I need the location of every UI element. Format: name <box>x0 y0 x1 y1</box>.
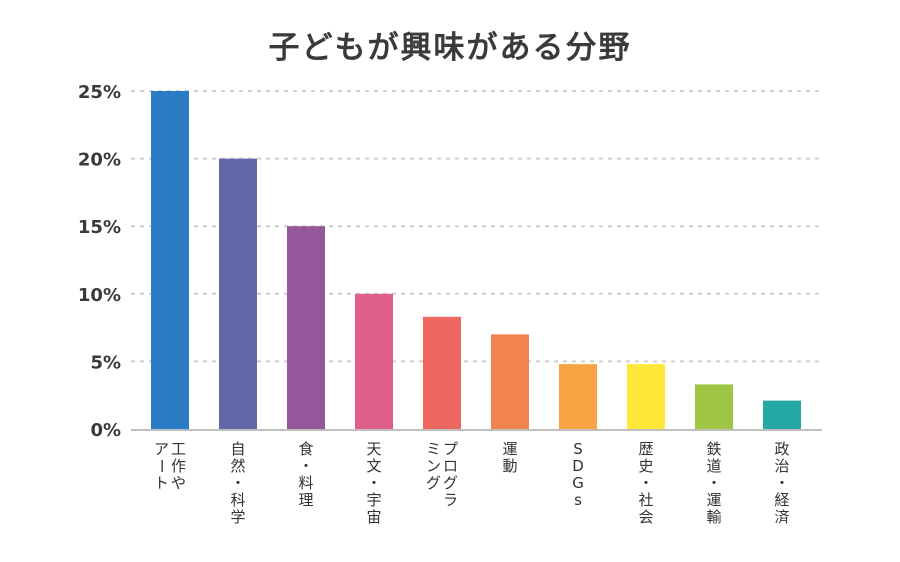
bar <box>695 384 733 429</box>
bar <box>491 334 529 429</box>
x-tick-label-char: 宇 <box>366 491 381 509</box>
x-tick-label-char: ミ <box>426 440 441 458</box>
x-tick-label-char: 料 <box>298 474 313 492</box>
x-tick-label-char: D <box>572 457 584 475</box>
x-tick-label-char: 運 <box>502 440 517 458</box>
x-tick-label-char: s <box>574 491 582 509</box>
x-tick-label-char: 工 <box>171 440 186 458</box>
x-tick-label-char: ラ <box>443 491 458 509</box>
bar <box>355 293 393 429</box>
x-tick-label-char: ・ <box>298 457 313 475</box>
x-tick-label-char: 運 <box>706 491 721 509</box>
x-tick-label-char: ト <box>154 474 169 492</box>
x-tick-label-char: 学 <box>230 508 245 526</box>
x-tick-label-char: ー <box>153 458 171 473</box>
x-tick-label-char: 天 <box>366 440 381 458</box>
y-tick-label: 15% <box>78 217 121 238</box>
x-tick-label-char: 社 <box>638 491 653 509</box>
x-tick-label-char: グ <box>443 474 458 492</box>
x-tick-label-char: 科 <box>230 491 245 509</box>
bar <box>151 91 189 429</box>
bar <box>219 158 257 429</box>
x-tick-label-char: ロ <box>443 457 458 475</box>
x-tick-label-char: 自 <box>230 440 245 458</box>
x-tick-label-char: グ <box>426 474 441 492</box>
y-tick-label: 25% <box>78 82 121 103</box>
x-tick-label-char: 輸 <box>706 508 721 526</box>
x-tick-label-char: や <box>171 474 186 492</box>
x-tick-label-char: ・ <box>638 474 653 492</box>
x-tick-label-char: 作 <box>171 457 186 475</box>
x-tick-label-char: 済 <box>774 508 789 526</box>
x-tick-label-char: ・ <box>706 474 721 492</box>
bar <box>287 226 325 429</box>
y-tick-label: 5% <box>90 352 121 373</box>
x-tick-label-char: ン <box>426 457 441 475</box>
x-tick-label-char: 文 <box>366 457 381 475</box>
chart-title: 子どもが興味がある分野 <box>268 30 632 66</box>
x-tick-label-char: 経 <box>774 491 789 509</box>
x-tick-label-char: 宙 <box>366 508 381 526</box>
x-tick-label-char: 動 <box>502 457 517 475</box>
y-tick-label: 0% <box>90 420 121 441</box>
x-tick-label-char: ・ <box>366 474 381 492</box>
x-tick-label-char: 政 <box>774 440 789 458</box>
x-tick-label-char: 治 <box>774 457 789 475</box>
x-tick-label-char: ・ <box>774 474 789 492</box>
x-tick-label-char: ・ <box>230 474 245 492</box>
bar <box>763 400 801 429</box>
x-tick-label-char: G <box>572 474 584 492</box>
y-tick-label: 20% <box>78 150 121 171</box>
x-tick-label-char: S <box>573 440 583 458</box>
x-tick-label-char: 鉄 <box>706 440 721 458</box>
x-tick-label-char: 道 <box>706 457 721 475</box>
x-tick-label-char: 食 <box>298 440 313 458</box>
bar <box>627 364 665 429</box>
x-tick-label-char: ア <box>154 440 169 458</box>
y-tick-label: 10% <box>78 285 121 306</box>
x-tick-label-char: 会 <box>638 508 653 526</box>
x-tick-label-char: 歴 <box>638 440 653 458</box>
x-tick-label-char: 然 <box>230 457 245 475</box>
x-tick-label-char: 史 <box>638 457 653 475</box>
x-tick-label-char: 理 <box>298 491 313 509</box>
bar <box>423 316 461 429</box>
x-tick-label-char: プ <box>443 440 458 458</box>
bar <box>559 364 597 429</box>
